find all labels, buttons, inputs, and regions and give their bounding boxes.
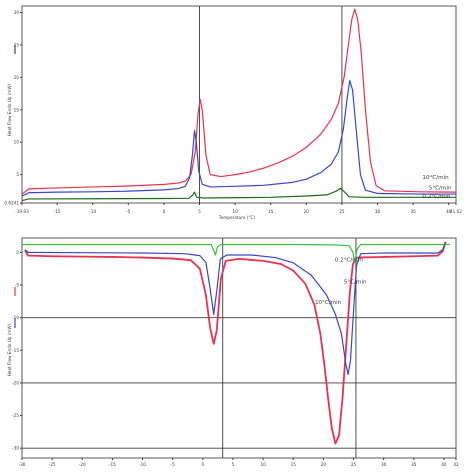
bottom-chart: -30 -25 -20 -15 -10 -5 0 5 10 15 20 25 30 35 40 42 0 -5 -1… [7,237,459,467]
x-tick-label: 42 [453,462,459,467]
x-tick-label: 5 [198,209,201,214]
y-tick-label: 10 [14,140,20,145]
x-tick-label: -19.93 [15,209,29,214]
x-tick-label: 10 [232,209,238,214]
x-tick-label: 0 [201,462,204,467]
y-axis-title: Heat Flow Endo Up (mW) [7,83,12,136]
x-tick-label: -10 [89,209,96,214]
x-tick-label: 35 [410,209,416,214]
series-label: 0.2°C/min [335,258,363,264]
y-tick-label: 30 [14,10,20,15]
x-tick-label: 40 [446,209,452,214]
plot-frame [21,237,457,459]
series-label: 10°C/min [422,175,449,181]
series-line [22,243,450,263]
y-tick-label: -5 [15,283,20,288]
y-tick-label: 0.6241 [4,201,19,206]
x-tick-label: 25 [339,209,345,214]
series-line [22,187,456,202]
series-line [21,8,456,195]
series-label: 5°C/min [344,280,367,286]
x-tick-label: -5 [171,462,176,467]
x-tick-label: -20 [79,462,86,467]
y-tick-label: -20 [12,380,19,385]
x-tick-label: 30 [375,209,381,214]
plot-frame [21,5,457,204]
x-tick-label: 5 [232,462,235,467]
y-axis-title: Heat Flow Endo Up (mW) [7,323,12,376]
x-tick-label: 20 [321,462,327,467]
x-tick-label: 15 [268,209,274,214]
series-label: 5°C/min [429,186,452,192]
x-tick-label: -5 [126,209,131,214]
y-tick-label: 20 [14,75,20,80]
series-label: 10°C/min [315,300,342,306]
y-tick-label: -10 [12,315,19,320]
x-tick-label: 25 [351,462,357,467]
x-tick-label: 10 [260,462,266,467]
x-tick-label: 41.02 [450,209,462,214]
series-label: 0.2°C/min [422,194,450,200]
x-tick-label: 35 [411,462,417,467]
x-axis-title: Temperature (°C) [218,215,256,220]
x-tick-label: -10 [139,462,146,467]
x-tick-label: 15 [291,462,297,467]
x-tick-label: -15 [54,209,61,214]
y-tick-label: -15 [12,348,19,353]
y-tick-label: 25 [14,42,20,47]
series-line [24,241,446,376]
y-tick-label: 5 [16,172,19,177]
x-tick-label: -30 [19,462,26,467]
y-tick-label: -30 [12,446,19,451]
series-line [24,241,447,445]
x-tick-label: 40 [441,462,447,467]
y-tick-label: 0 [16,250,19,255]
x-tick-label: -25 [49,462,56,467]
x-tick-label: 20 [304,209,310,214]
x-tick-label: -15 [109,462,116,467]
y-tick-label: -25 [12,413,19,418]
series-line [21,79,456,197]
y-tick-label: 15 [14,107,20,112]
x-tick-label: 0 [163,209,166,214]
x-tick-label: 30 [381,462,387,467]
